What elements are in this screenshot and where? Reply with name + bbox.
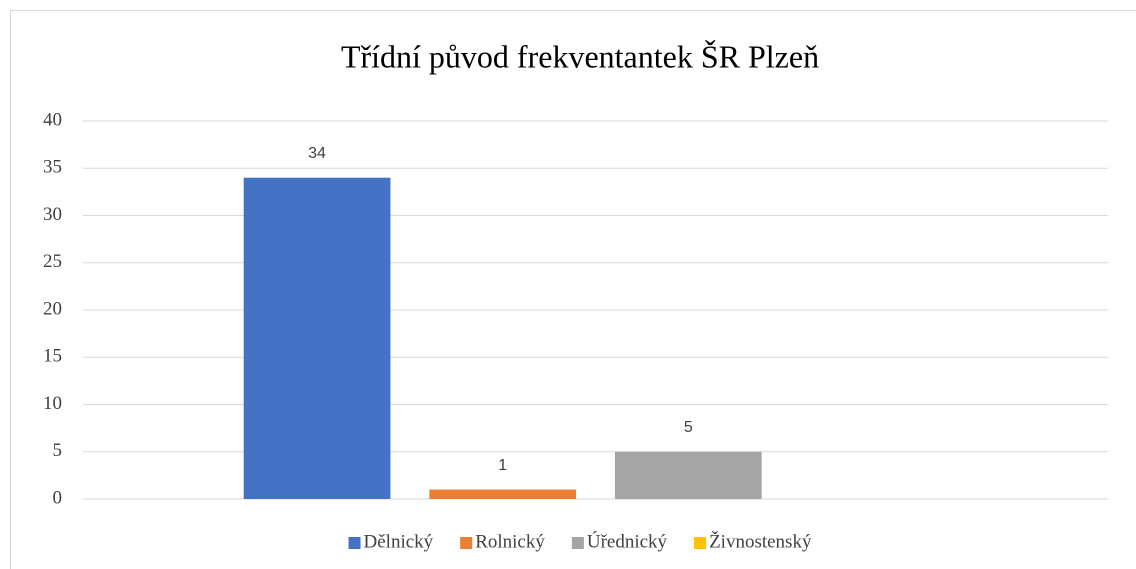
- data-label: 1: [498, 457, 507, 474]
- legend-swatch: [571, 537, 584, 549]
- y-tick-label: 15: [43, 346, 62, 367]
- bar: [243, 177, 391, 499]
- y-tick-label: 35: [43, 157, 62, 178]
- data-label: 34: [308, 145, 326, 162]
- bar: [429, 489, 577, 499]
- legend-swatch: [460, 537, 473, 549]
- data-label: 5: [684, 419, 693, 436]
- y-tick-label: 30: [43, 204, 62, 225]
- legend-swatch: [348, 537, 361, 549]
- y-tick-label: 20: [43, 298, 62, 319]
- y-tick-label: 10: [43, 393, 62, 414]
- legend-label: Dělnický: [364, 531, 434, 552]
- chart-title: Třídní původ frekventantek ŠR Plzeň: [341, 38, 819, 74]
- y-tick-label: 40: [43, 109, 62, 130]
- chart-border: [10, 10, 1136, 569]
- legend-label: Úřednický: [587, 530, 668, 552]
- bar: [614, 451, 762, 499]
- legend-label: Živnostenský: [709, 530, 812, 552]
- y-tick-label: 5: [53, 440, 63, 461]
- y-tick-label: 25: [43, 251, 62, 272]
- legend-swatch: [694, 537, 707, 549]
- y-tick-label: 0: [53, 487, 63, 508]
- legend-label: Rolnický: [475, 531, 545, 552]
